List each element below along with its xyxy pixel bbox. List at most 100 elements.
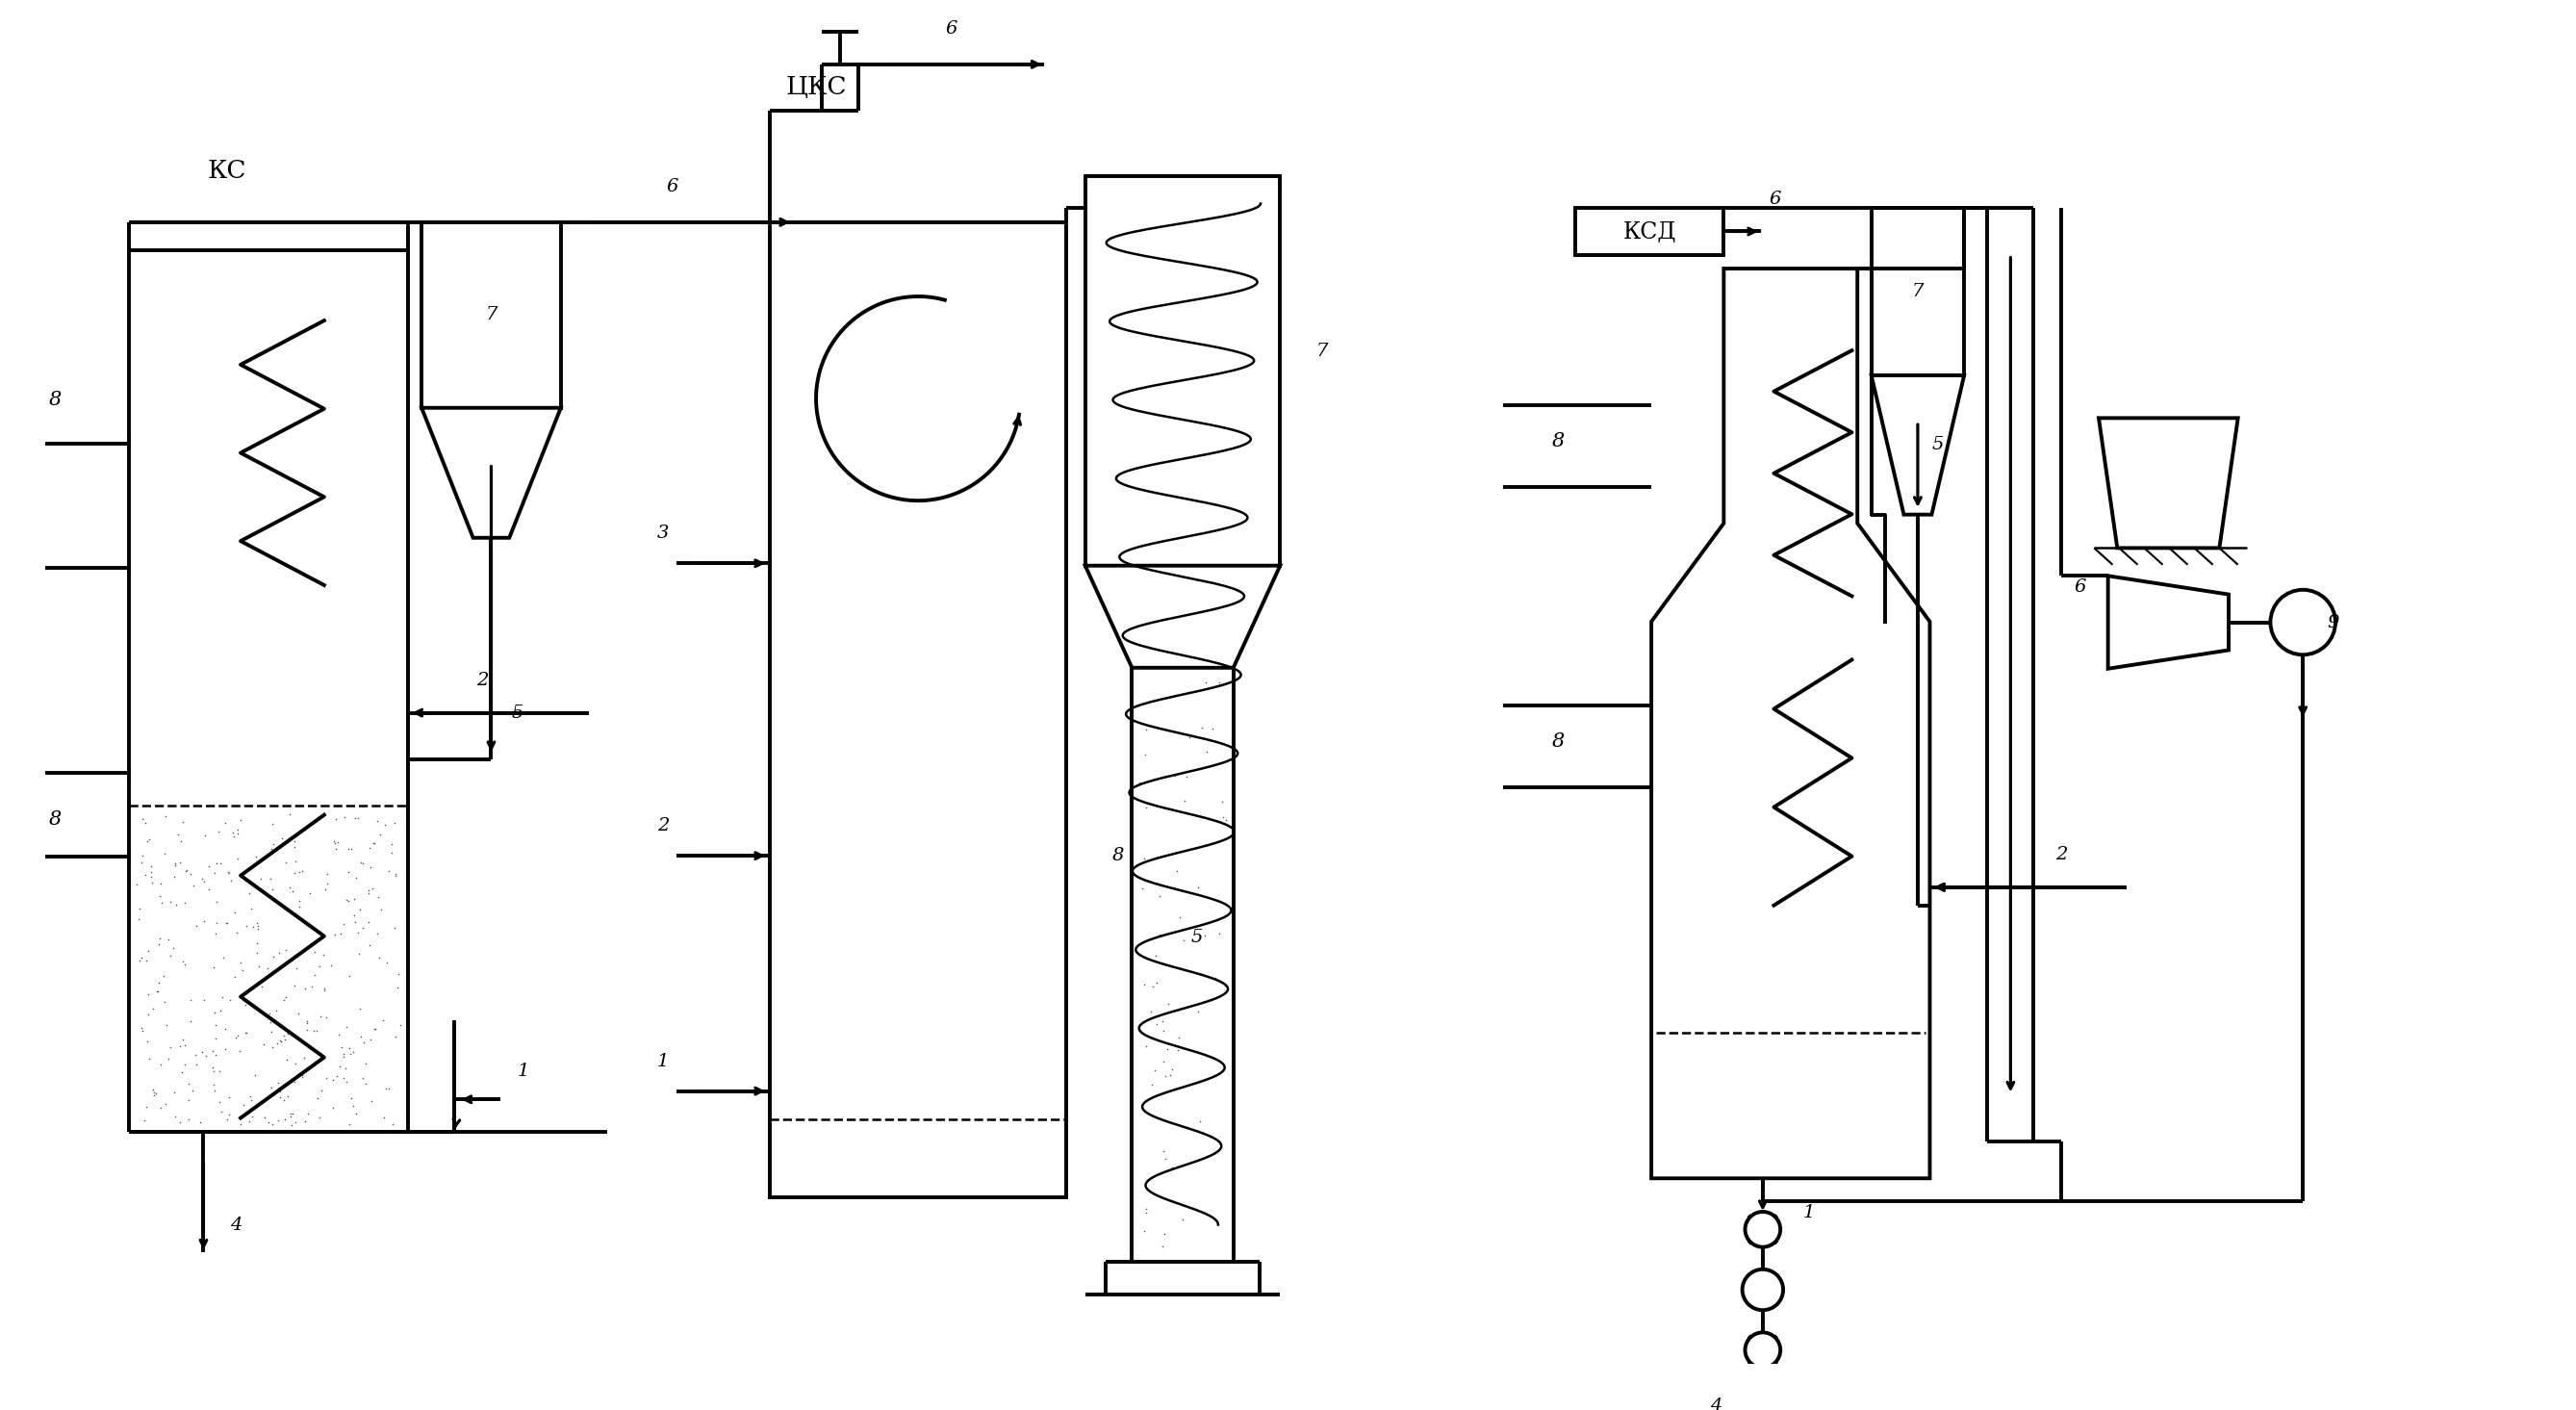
Point <box>322 1042 363 1065</box>
Point <box>1144 1065 1185 1087</box>
Point <box>886 598 927 620</box>
Point <box>1123 290 1164 313</box>
Point <box>180 1041 222 1063</box>
Point <box>265 986 307 1008</box>
Point <box>1025 444 1066 467</box>
Point <box>868 302 909 324</box>
Point <box>976 984 1018 1007</box>
Point <box>1177 309 1218 331</box>
Point <box>935 643 976 666</box>
Point <box>842 338 884 361</box>
Point <box>1234 416 1275 439</box>
Point <box>866 816 907 839</box>
Polygon shape <box>2099 417 2239 548</box>
Point <box>845 1000 886 1022</box>
Point <box>1020 605 1061 627</box>
Point <box>768 804 809 826</box>
Point <box>953 433 994 455</box>
Point <box>956 327 997 350</box>
Point <box>871 993 912 1015</box>
Point <box>1224 426 1265 448</box>
Point <box>886 1035 927 1058</box>
Point <box>1151 1156 1193 1179</box>
Point <box>1139 924 1180 946</box>
Point <box>139 1053 180 1076</box>
Point <box>1015 832 1056 854</box>
Point <box>999 1173 1041 1196</box>
Point <box>770 505 811 527</box>
Point <box>1211 209 1252 231</box>
Point <box>899 893 940 915</box>
Point <box>348 911 389 933</box>
Point <box>1074 255 1115 278</box>
Point <box>809 980 850 1003</box>
Point <box>340 852 381 874</box>
Point <box>958 814 999 836</box>
Point <box>258 1110 299 1132</box>
Point <box>894 515 935 537</box>
Point <box>1121 877 1162 900</box>
Point <box>899 544 940 567</box>
Point <box>873 757 914 780</box>
Point <box>1028 1138 1069 1160</box>
Point <box>250 885 291 908</box>
Point <box>1164 196 1206 219</box>
Point <box>270 1114 312 1136</box>
Point <box>868 457 909 479</box>
Point <box>858 699 899 722</box>
Point <box>863 901 904 924</box>
Point <box>945 677 987 699</box>
Point <box>1136 176 1177 199</box>
Point <box>139 928 180 950</box>
Point <box>832 1059 873 1081</box>
Point <box>868 962 909 984</box>
Point <box>1172 515 1213 537</box>
Point <box>1097 515 1139 537</box>
Point <box>974 869 1015 891</box>
Point <box>786 709 827 732</box>
Point <box>894 505 935 527</box>
Point <box>1226 436 1267 458</box>
Point <box>788 921 829 943</box>
Point <box>240 867 281 890</box>
Point <box>863 1104 904 1127</box>
Point <box>1221 195 1262 217</box>
Point <box>1172 389 1213 412</box>
Point <box>1038 509 1079 532</box>
Point <box>121 1017 162 1039</box>
Point <box>976 939 1018 962</box>
Point <box>325 1015 366 1038</box>
Point <box>1005 286 1046 309</box>
Point <box>278 860 319 883</box>
Point <box>1121 247 1162 269</box>
Point <box>992 653 1033 675</box>
Point <box>757 509 799 532</box>
Point <box>994 437 1036 460</box>
Point <box>1164 178 1206 200</box>
Point <box>966 240 1007 262</box>
Point <box>273 862 314 884</box>
Point <box>1097 258 1139 281</box>
Point <box>1108 293 1149 316</box>
Point <box>1110 175 1151 197</box>
Point <box>984 970 1025 993</box>
Point <box>969 522 1010 544</box>
Point <box>1157 1039 1198 1062</box>
Point <box>935 369 976 392</box>
Point <box>144 842 185 864</box>
Point <box>809 307 850 330</box>
Point <box>139 1097 180 1120</box>
Text: 6: 6 <box>945 20 958 38</box>
Point <box>307 873 348 895</box>
Point <box>193 862 234 884</box>
Point <box>987 367 1028 389</box>
Point <box>974 1081 1015 1104</box>
Point <box>263 1089 304 1111</box>
Point <box>989 344 1030 367</box>
Point <box>907 819 948 842</box>
Point <box>1079 279 1121 302</box>
Point <box>232 1089 273 1111</box>
Point <box>131 856 173 878</box>
Point <box>783 1124 824 1146</box>
Point <box>943 602 984 625</box>
